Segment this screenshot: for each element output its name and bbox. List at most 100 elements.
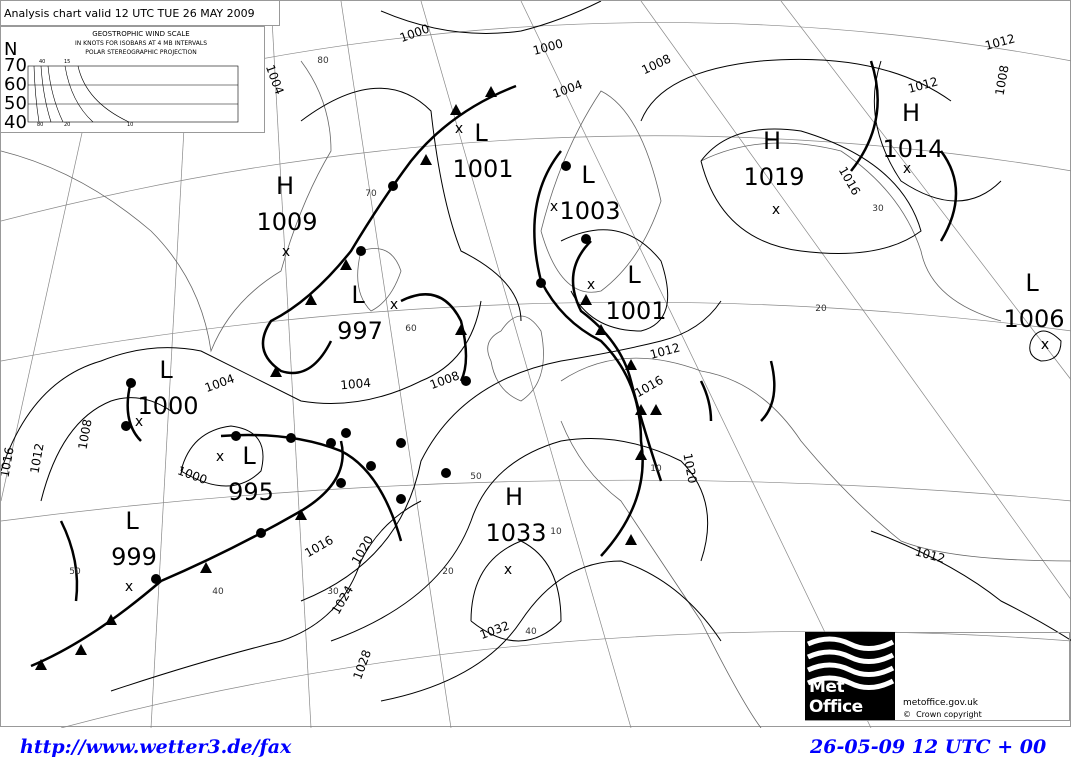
grid-label: 10 xyxy=(650,464,662,474)
cold-front-triangle xyxy=(580,294,592,305)
front-symbols xyxy=(35,86,662,670)
chart-title: Analysis chart valid 12 UTC TUE 26 MAY 2… xyxy=(0,0,280,26)
isobar-label: 1012 xyxy=(28,442,47,475)
grid-label: 30 xyxy=(872,204,884,214)
scale-bottom-label: 80 xyxy=(37,122,44,128)
pressure-centres: L1001xH1009xL1003xH1019xH1014xL997xL1001… xyxy=(111,99,1064,595)
cold-front-triangle xyxy=(625,534,637,545)
centre-marker: x xyxy=(903,161,911,177)
isobar-label: 1008 xyxy=(428,368,461,392)
pressure-centre-type: L xyxy=(351,281,365,309)
scale-subtitle: IN KNOTS FOR ISOBARS AT 4 MB INTERVALS xyxy=(74,40,207,47)
isobar-label: 1016 xyxy=(632,373,665,400)
isobar-label: 1000 xyxy=(398,21,431,45)
pressure-centre-value: 1014 xyxy=(882,135,943,163)
north-label: N xyxy=(4,39,18,60)
isobar-label: 1016 xyxy=(1,446,17,479)
cold-front-triangle xyxy=(305,294,317,305)
isobar-label: 1004 xyxy=(340,376,372,393)
pressure-centre-value: 1001 xyxy=(605,297,666,325)
warm-front-semicircle xyxy=(396,494,406,504)
grid-label: 20 xyxy=(442,567,454,577)
warm-front-semicircle xyxy=(388,181,398,191)
pressure-centre-value: 1019 xyxy=(743,163,804,191)
warm-front-semicircle xyxy=(286,433,296,443)
pressure-centre-type: L xyxy=(1025,269,1039,297)
cold-front-triangle xyxy=(35,659,47,670)
pressure-centre-type: L xyxy=(125,507,139,535)
isobar-label: 1012 xyxy=(906,74,939,95)
warm-front-semicircle xyxy=(231,431,241,441)
warm-front-semicircle xyxy=(121,421,131,431)
cold-front-triangle xyxy=(105,614,117,625)
warm-front-semicircle xyxy=(536,278,546,288)
scale-top-label: 15 xyxy=(64,59,71,65)
isobar-label: 1012 xyxy=(913,544,946,565)
centre-marker: x xyxy=(390,297,398,313)
grid-label: 20 xyxy=(815,304,827,314)
warm-front-semicircle xyxy=(256,528,266,538)
scale-bottom-label: 20 xyxy=(64,122,71,128)
grid-label: 10 xyxy=(550,527,562,537)
warm-front-semicircle xyxy=(441,468,451,478)
pressure-centre-type: H xyxy=(902,99,920,127)
warm-front-semicircle xyxy=(326,438,336,448)
scale-top-label: 40 xyxy=(39,59,46,65)
cold-front-triangle xyxy=(635,404,647,415)
centre-marker: x xyxy=(772,202,780,218)
waves-icon xyxy=(806,636,895,690)
isobar-label: 1000 xyxy=(531,36,564,57)
cold-front-triangle xyxy=(420,154,432,165)
warm-front-semicircle xyxy=(396,438,406,448)
isobar-label: 1008 xyxy=(993,64,1012,97)
centre-marker: x xyxy=(282,244,290,260)
lat-label: 40 xyxy=(4,112,27,133)
fronts xyxy=(30,60,958,668)
pressure-centre-type: L xyxy=(581,161,595,189)
pressure-centre-value: 1006 xyxy=(1003,305,1064,333)
isobar-label: 1016 xyxy=(302,533,335,560)
isobar-label: 1028 xyxy=(350,648,374,681)
centre-marker: x xyxy=(587,277,595,293)
copyright-icon: © xyxy=(903,710,911,719)
scale-bottom-label: 10 xyxy=(127,122,134,128)
lat-label: 60 xyxy=(4,74,27,95)
warm-front-semicircle xyxy=(151,574,161,584)
warm-front-semicircle xyxy=(366,461,376,471)
grid-label: 70 xyxy=(365,189,377,199)
grid-label: 60 xyxy=(405,324,417,334)
pressure-centre-type: L xyxy=(627,261,641,289)
centre-marker: x xyxy=(125,579,133,595)
pressure-centre-value: 997 xyxy=(337,317,383,345)
cold-front-triangle xyxy=(295,509,307,520)
centre-marker: x xyxy=(135,414,143,430)
isobars xyxy=(0,0,1071,702)
cold-front-triangle xyxy=(75,644,87,655)
warm-front-semicircle xyxy=(581,234,591,244)
copyright: © Crown copyright xyxy=(903,710,982,719)
lat-label: 50 xyxy=(4,93,27,114)
scale-graph xyxy=(27,65,239,123)
run-time: 26-05-09 12 UTC + 00 xyxy=(810,736,1047,758)
met-office-logo: Met Office xyxy=(805,632,895,720)
pressure-centre-value: 1033 xyxy=(485,519,546,547)
cold-front-triangle xyxy=(595,324,607,335)
isobar-label: 1032 xyxy=(478,618,511,642)
cold-front-triangle xyxy=(270,366,282,377)
website: metoffice.gov.uk xyxy=(903,698,979,708)
warm-front-semicircle xyxy=(356,246,366,256)
pressure-centre-type: H xyxy=(763,127,781,155)
pressure-centre-type: H xyxy=(505,483,523,511)
centre-marker: x xyxy=(455,121,463,137)
source-link[interactable]: http://www.wetter3.de/fax xyxy=(20,736,292,758)
isobar-label: 1008 xyxy=(640,52,674,78)
cold-front-triangle xyxy=(340,259,352,270)
warm-front-semicircle xyxy=(461,376,471,386)
pressure-centre-type: H xyxy=(276,172,294,200)
grid-label: 40 xyxy=(212,587,224,597)
pressure-centre-type: L xyxy=(242,442,256,470)
cold-front-triangle xyxy=(625,359,637,370)
centre-marker: x xyxy=(504,562,512,578)
isobar-label: 1020 xyxy=(680,452,699,485)
cold-front-triangle xyxy=(635,449,647,460)
